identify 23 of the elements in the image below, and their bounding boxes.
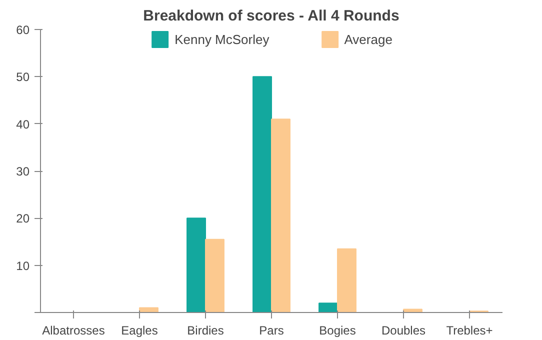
legend-label: Kenny McSorley <box>174 32 270 46</box>
y-tick-label: 10 <box>16 258 30 273</box>
x-tick-label: Bogies <box>319 324 356 338</box>
x-tick-label: Pars <box>259 324 284 338</box>
x-tick-label: Eagles <box>121 324 158 338</box>
x-tick-label: Birdies <box>187 324 224 338</box>
x-tick-label: Trebles+ <box>446 324 493 338</box>
y-tick-label: 60 <box>16 23 30 37</box>
y-tick-label: 30 <box>16 164 30 178</box>
y-tick-label: 40 <box>16 117 30 132</box>
y-tick-label: 50 <box>16 70 30 84</box>
bar <box>252 76 272 312</box>
bar <box>403 308 422 312</box>
chart-title: Breakdown of scores - All 4 Rounds <box>143 8 400 24</box>
bar <box>337 248 356 312</box>
y-tick-label: 20 <box>16 212 30 226</box>
x-tick-label: Albatrosses <box>42 324 105 338</box>
x-tick-label: Doubles <box>381 324 426 338</box>
bar <box>271 118 290 312</box>
bar <box>186 218 206 312</box>
bar <box>318 302 338 312</box>
legend-label: Average <box>344 32 392 46</box>
bar <box>205 238 224 312</box>
